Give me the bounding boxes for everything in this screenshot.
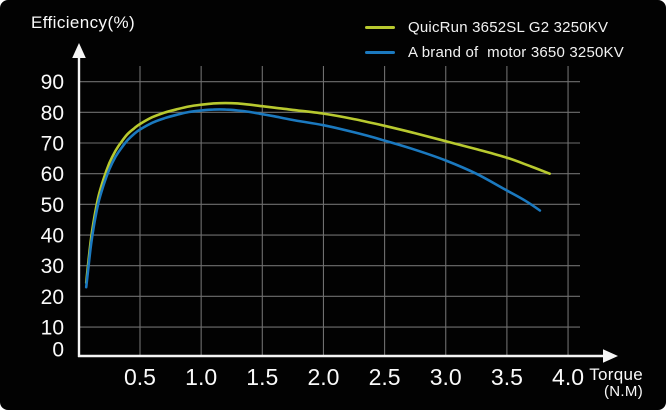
x-axis-title-line2: (N.M) (604, 383, 643, 400)
x-tick-label: 4.0 (552, 364, 584, 390)
x-axis-title-line1: Torque (589, 365, 643, 384)
legend-item-competitor: A brand of motor 3650 3250KV (365, 43, 624, 62)
y-tick-label: 50 (41, 194, 64, 217)
y-tick-label: 30 (41, 255, 64, 278)
x-tick-label: 0.5 (124, 364, 156, 390)
legend-swatch-quicrun (365, 26, 395, 29)
x-tick-label: 2.5 (369, 364, 401, 390)
legend-label-quicrun: QuicRun 3652SL G2 3250KV (408, 19, 609, 36)
x-tick-label: 3.5 (491, 364, 523, 390)
legend-swatch-competitor (365, 51, 395, 54)
legend: QuicRun 3652SL G2 3250KV A brand of moto… (365, 18, 624, 62)
y-tick-label: 0 (52, 339, 64, 362)
y-axis-title: Efficiency(%) (31, 13, 136, 32)
y-tick-label: 20 (41, 286, 64, 309)
y-tick-label: 10 (41, 317, 64, 340)
x-tick-label: 2.0 (307, 364, 339, 390)
series-quicrun-curve (84, 101, 551, 284)
x-tick-label: 1.0 (185, 364, 217, 390)
x-tick-label: 3.0 (430, 364, 462, 390)
series-competitor-curve (84, 108, 542, 289)
y-axis-arrowhead-icon (72, 43, 86, 58)
y-tick-label: 80 (41, 102, 64, 125)
x-axis-title: Torque (N.M) (589, 366, 643, 400)
legend-label-competitor: A brand of motor 3650 3250KV (408, 44, 624, 61)
legend-item-quicrun: QuicRun 3652SL G2 3250KV (365, 18, 624, 37)
y-tick-label: 70 (41, 133, 64, 156)
x-axis-arrowhead-icon (603, 349, 618, 363)
x-tick-label: 1.5 (246, 364, 278, 390)
y-tick-label: 40 (41, 225, 64, 248)
y-tick-label: 90 (41, 71, 64, 94)
y-tick-label: 60 (41, 163, 64, 186)
